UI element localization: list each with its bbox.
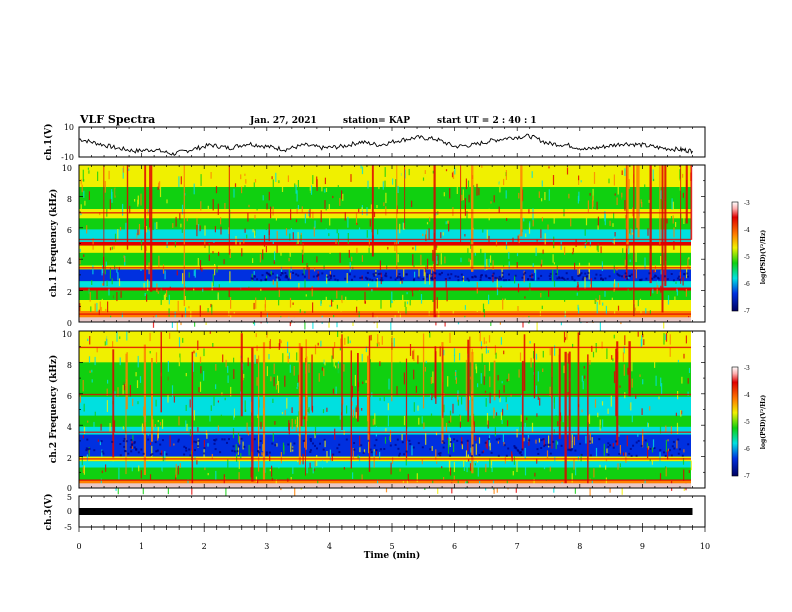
ch1-ytick-4: 4 bbox=[67, 257, 72, 266]
xtick-4: 4 bbox=[327, 542, 332, 551]
colorbar-ch1-tick-m7: -7 bbox=[744, 308, 750, 315]
colorbar-ch2-tick-m3: -3 bbox=[744, 365, 750, 372]
xtick-9: 9 bbox=[640, 542, 645, 551]
colorbar-ch1-label: log(PSD)(V²/Hz) bbox=[760, 230, 767, 285]
ch2-ytick-4: 4 bbox=[67, 423, 72, 432]
ch1-spectrogram-image bbox=[79, 165, 705, 334]
ch3-waveform-ylabel: ch.3(V) bbox=[43, 494, 54, 531]
xtick-3: 3 bbox=[264, 542, 269, 551]
colorbar-ch2-tick-m4: -4 bbox=[744, 392, 750, 399]
ch1-waveform-ylabel: ch.1(V) bbox=[43, 124, 54, 161]
colorbar-ch1-tick-m4: -4 bbox=[744, 227, 750, 234]
colorbar-ch1-tick-m5: -5 bbox=[744, 254, 750, 261]
ch2-ytick-6: 6 bbox=[67, 392, 72, 401]
ch3-ytick-5: 5 bbox=[67, 493, 72, 502]
xtick-2: 2 bbox=[202, 542, 207, 551]
station-label: station= KAP bbox=[343, 116, 410, 126]
ch2-ytick-0: 0 bbox=[67, 484, 72, 493]
ch3-waveform-series bbox=[79, 508, 693, 515]
xtick-0: 0 bbox=[76, 542, 81, 551]
xtick-1: 1 bbox=[139, 542, 144, 551]
colorbar-ch1: -3 -4 -5 -6 -7 log(PSD)(V²/Hz) bbox=[731, 200, 767, 315]
ch1-waveform-series bbox=[79, 133, 693, 156]
ch3-waveform-panel: 5 0 -5 ch.3(V) bbox=[43, 493, 706, 532]
start-time-label: start UT = 2 : 40 : 1 bbox=[437, 116, 537, 126]
ch2-spectrogram-image bbox=[79, 331, 705, 498]
xtick-10: 10 bbox=[700, 542, 710, 551]
ch1-ytick-2: 2 bbox=[67, 288, 72, 297]
xtick-7: 7 bbox=[515, 542, 520, 551]
ch3-ytick-neg5: -5 bbox=[64, 523, 72, 532]
ch3-ytick-0: 0 bbox=[67, 507, 72, 516]
ch1-spectrogram-ylabel: ch.1 Frequency (kHz) bbox=[48, 189, 59, 298]
colorbar-ch2-tick-m6: -6 bbox=[744, 446, 750, 453]
xtick-6: 6 bbox=[452, 542, 457, 551]
ch1-ytick-0: 0 bbox=[67, 319, 72, 328]
colorbar-ch2-tick-m5: -5 bbox=[744, 419, 750, 426]
ch1-ytick-10: 10 bbox=[62, 164, 72, 173]
ch1-waveform-panel: 10 -10 ch.1(V) bbox=[43, 123, 706, 162]
ch1-ytick-bottom: -10 bbox=[61, 153, 74, 162]
x-axis: 0 1 2 3 4 5 6 7 8 9 10 Time (min) bbox=[76, 127, 710, 561]
figure-title: VLF Spectra bbox=[79, 113, 155, 126]
ch2-spectrogram-ylabel: ch.2 Frequency (kHz) bbox=[48, 355, 59, 464]
colorbar-ch2-label: log(PSD)(V²/Hz) bbox=[760, 395, 767, 450]
colorbar-ch1-tick-m3: -3 bbox=[744, 200, 750, 207]
ch2-ytick-10: 10 bbox=[62, 330, 72, 339]
colorbar-ch1-tick-m6: -6 bbox=[744, 281, 750, 288]
ch1-ytick-6: 6 bbox=[67, 226, 72, 235]
x-axis-label: Time (min) bbox=[364, 550, 421, 561]
ch1-spectrogram-panel: 10 8 6 4 2 0 ch.1 Frequency (kHz) bbox=[48, 164, 706, 334]
colorbar-ch2: -3 -4 -5 -6 -7 log(PSD)(V²/Hz) bbox=[731, 365, 767, 480]
colorbar-ch2-tick-m7: -7 bbox=[744, 473, 750, 480]
xtick-5: 5 bbox=[389, 542, 394, 551]
colorbar-ch2-gradient bbox=[731, 366, 739, 477]
ch1-ytick-8: 8 bbox=[67, 195, 72, 204]
date-label: Jan. 27, 2021 bbox=[249, 116, 317, 126]
xtick-8: 8 bbox=[577, 542, 582, 551]
ch2-spectrogram-panel: 10 8 6 4 2 0 ch.2 Frequency (kHz) bbox=[48, 330, 706, 498]
ch1-ytick-top: 10 bbox=[64, 123, 74, 132]
ch2-ytick-8: 8 bbox=[67, 361, 72, 370]
x-axis-ticks bbox=[78, 127, 706, 532]
ch2-ytick-2: 2 bbox=[67, 454, 72, 463]
colorbar-ch1-gradient bbox=[731, 201, 739, 312]
